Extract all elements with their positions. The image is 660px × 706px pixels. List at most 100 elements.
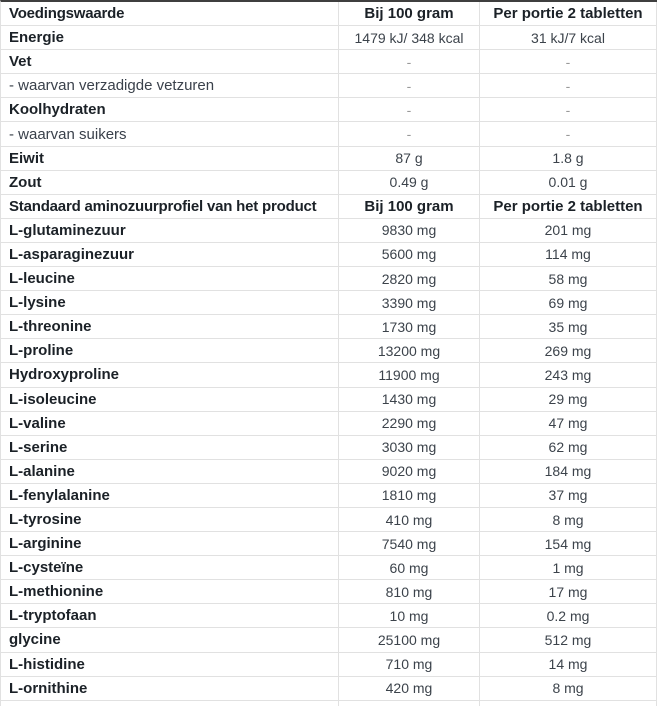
row-value-per-100g: 7540 mg [339, 532, 480, 556]
row-label: L-tryptofaan [1, 604, 339, 628]
row-value-per-portion: 1 mg [480, 556, 657, 580]
row-value-per-portion: 154 mg [480, 532, 657, 556]
row-value-per-portion: 31 kJ/7 kcal [480, 26, 657, 50]
row-value-per-100g: 13200 mg [339, 339, 480, 363]
row-value-per-100g: - [339, 98, 480, 122]
row-label: L-leucine [1, 267, 339, 291]
row-label: L-isoleucine [1, 387, 339, 411]
row-value-per-portion: - [480, 98, 657, 122]
row-value-per-portion: 512 mg [480, 628, 657, 652]
table-row: L-ornithine 420 mg 8 mg [1, 676, 657, 701]
table-row: L-methionine 810 mg 17 mg [1, 580, 657, 605]
table-row: - waarvan verzadigde vetzuren - - [1, 74, 657, 99]
row-label: L-fenylalanine [1, 483, 339, 507]
table-row: L-tyrosine 410 mg 8 mg [1, 507, 657, 533]
row-value-per-portion: 243 mg [480, 363, 657, 387]
row-value-per-portion: - [480, 122, 657, 146]
row-value-per-100g: 3030 mg [339, 435, 480, 459]
table-row: Zout 0.49 g 0.01 g [1, 170, 657, 195]
row-value-per-portion: 269 mg [480, 339, 657, 363]
table-row: L-alanine 9020 mg 184 mg [1, 459, 657, 484]
table-row: Hydroxyproline 11900 mg 243 mg [1, 363, 657, 388]
row-value-per-100g [339, 700, 480, 706]
row-label: L-valine [1, 411, 339, 435]
table-row: L-proline 13200 mg 269 mg [1, 339, 657, 364]
row-label: L-arginine [1, 532, 339, 556]
table-row: L-threonine 1730 mg 35 mg [1, 315, 657, 340]
row-value-per-100g: 1730 mg [339, 315, 480, 339]
table-row: L-valine 2290 mg 47 mg [1, 411, 657, 436]
row-value-per-portion: 201 mg [480, 218, 657, 242]
table-section-header-row: Standaard aminozuurprofiel van het produ… [1, 194, 657, 219]
row-label: Zout [1, 170, 339, 194]
table-row: L-serine 3030 mg 62 mg [1, 435, 657, 460]
row-value-per-portion: 47 mg [480, 411, 657, 435]
row-value-per-portion: 58 mg [480, 267, 657, 291]
table-row: - waarvan suikers - - [1, 122, 657, 147]
row-value-per-portion: 0.01 g [480, 170, 657, 194]
row-value-per-100g: 1430 mg [339, 387, 480, 411]
row-label: L-cysteïne [1, 556, 339, 580]
row-value-per-portion: 8 mg [480, 676, 657, 700]
col-header-per-portion: Per portie 2 tabletten [480, 194, 657, 218]
col-header-per-100g: Bij 100 gram [339, 194, 480, 218]
row-value-per-100g: 810 mg [339, 580, 480, 604]
row-value-per-100g: 2290 mg [339, 411, 480, 435]
row-value-per-100g: 10 mg [339, 604, 480, 628]
row-value-per-100g: - [339, 122, 480, 146]
row-value-per-100g: 2820 mg [339, 267, 480, 291]
row-label: Vet [1, 50, 339, 74]
table-row: L-cysteïne 60 mg 1 mg [1, 556, 657, 581]
row-label: L-tyrosine [1, 507, 339, 532]
row-label: L-glutaminezuur [1, 218, 339, 242]
row-value-per-portion [480, 700, 657, 706]
row-value-per-100g: 5600 mg [339, 242, 480, 267]
table-row: L-histidine 710 mg 14 mg [1, 652, 657, 677]
row-value-per-portion: 69 mg [480, 291, 657, 315]
section-title: Voedingswaarde [1, 2, 339, 26]
row-value-per-100g: 420 mg [339, 676, 480, 700]
row-value-per-100g: 710 mg [339, 652, 480, 676]
row-label: L-serine [1, 435, 339, 459]
row-label: L-asparaginezuur [1, 242, 339, 267]
row-label: L-threonine [1, 315, 339, 339]
table-row: L-glutaminezuur 9830 mg 201 mg [1, 218, 657, 243]
row-value-per-100g: 11900 mg [339, 363, 480, 387]
table-row: L-tryptofaan 10 mg 0.2 mg [1, 604, 657, 629]
row-label: Energie [1, 26, 339, 50]
row-label: L-alanine [1, 459, 339, 483]
row-label [1, 700, 339, 706]
table-row [1, 700, 657, 706]
row-value-per-portion: - [480, 50, 657, 74]
row-value-per-100g: 87 g [339, 146, 480, 170]
row-label: glycine [1, 628, 339, 652]
row-label: Hydroxyproline [1, 363, 339, 387]
row-label: L-lysine [1, 291, 339, 315]
row-label: - waarvan verzadigde vetzuren [1, 74, 339, 98]
row-value-per-100g: - [339, 74, 480, 98]
table-row: glycine 25100 mg 512 mg [1, 628, 657, 653]
section-title: Standaard aminozuurprofiel van het produ… [1, 194, 339, 218]
table-row: Eiwit 87 g 1.8 g [1, 146, 657, 171]
table-row: Koolhydraten - - [1, 98, 657, 123]
row-value-per-100g: 60 mg [339, 556, 480, 580]
row-label: L-ornithine [1, 676, 339, 700]
row-value-per-100g: 25100 mg [339, 628, 480, 652]
row-value-per-portion: 8 mg [480, 507, 657, 532]
row-value-per-portion: 17 mg [480, 580, 657, 604]
row-value-per-100g: 1479 kJ/ 348 kcal [339, 26, 480, 50]
row-value-per-portion: 29 mg [480, 387, 657, 411]
table-row: L-lysine 3390 mg 69 mg [1, 291, 657, 316]
row-value-per-100g: 9020 mg [339, 459, 480, 483]
row-value-per-portion: 114 mg [480, 242, 657, 267]
table-row: Vet - - [1, 50, 657, 75]
row-value-per-portion: 0.2 mg [480, 604, 657, 628]
row-label: L-methionine [1, 580, 339, 604]
row-value-per-100g: 1810 mg [339, 483, 480, 507]
table-row: L-isoleucine 1430 mg 29 mg [1, 387, 657, 412]
row-label: - waarvan suikers [1, 122, 339, 146]
col-header-per-portion: Per portie 2 tabletten [480, 2, 657, 26]
row-value-per-100g: 0.49 g [339, 170, 480, 194]
table-section-header-row: Voedingswaarde Bij 100 gram Per portie 2… [1, 2, 657, 27]
